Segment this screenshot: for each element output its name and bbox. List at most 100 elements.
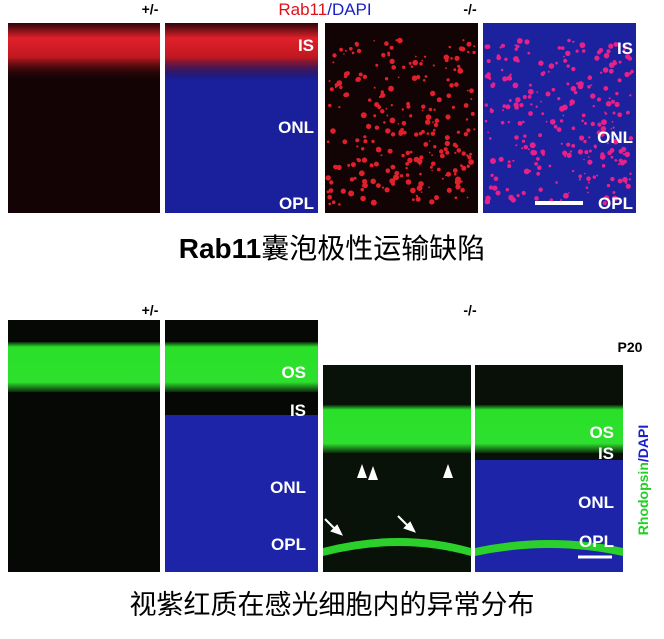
rab11-puncta [412, 59, 419, 66]
panel [8, 23, 160, 213]
rab11-puncta [389, 45, 394, 50]
rab11-puncta [523, 144, 528, 150]
rab11-puncta [385, 168, 391, 173]
rab11-puncta [349, 177, 355, 182]
rab11-puncta [369, 163, 374, 168]
rab11-puncta [597, 97, 601, 102]
rab11-puncta [361, 147, 365, 151]
rab11-puncta [626, 110, 630, 115]
rab11-puncta [409, 150, 413, 154]
rab11-puncta [462, 39, 465, 42]
rab11-puncta [332, 61, 335, 64]
rab11-puncta [602, 67, 609, 73]
rab11-puncta [385, 107, 388, 110]
rab11-puncta [351, 51, 355, 55]
rab11-puncta [408, 61, 412, 65]
rab11-puncta [373, 114, 377, 118]
layer-label: IS [290, 401, 306, 420]
rab11-puncta [454, 151, 457, 154]
rab11-puncta [460, 164, 463, 168]
rab11-puncta [565, 50, 571, 57]
rab11-puncta [421, 104, 426, 109]
rab11-puncta [570, 85, 577, 92]
rab11-puncta [431, 169, 433, 172]
rab11-puncta [328, 202, 332, 206]
rab11-puncta [416, 185, 423, 192]
rab11-puncta [602, 166, 605, 168]
rab11-puncta [473, 45, 476, 48]
rab11-puncta [384, 187, 390, 193]
rab11-puncta [612, 191, 616, 194]
genotype: +/- [142, 1, 159, 17]
layer-label: IS [598, 444, 614, 463]
rab11-puncta [538, 187, 543, 192]
rab11-puncta [527, 51, 531, 55]
rab11-puncta [502, 104, 507, 108]
rab11-puncta [612, 138, 619, 145]
rab11-puncta [370, 178, 377, 185]
rab11-puncta [601, 119, 607, 125]
rab11-puncta [463, 103, 469, 108]
rab11-puncta [593, 144, 597, 148]
rab11-puncta [339, 47, 343, 52]
rab11-puncta [444, 140, 450, 147]
rab11-puncta [328, 188, 334, 194]
rab11-puncta [443, 147, 448, 152]
rab11-puncta [594, 55, 600, 61]
rab11-puncta [461, 151, 466, 156]
rab11-puncta [342, 139, 348, 145]
rab11-puncta [557, 97, 561, 101]
rab11-puncta [608, 68, 614, 74]
rab11-puncta [486, 72, 491, 77]
rab11-puncta [514, 47, 518, 51]
rab11-puncta [410, 65, 414, 68]
rab11-puncta [499, 46, 502, 49]
rab11-puncta [608, 43, 614, 49]
rab11-puncta [373, 161, 379, 167]
rab11-puncta [598, 130, 605, 137]
rab11-puncta [622, 153, 626, 156]
rab11-puncta [581, 49, 586, 53]
rab11-puncta [521, 190, 526, 196]
rab11-puncta [398, 131, 404, 137]
rab11-puncta [608, 97, 611, 100]
rab11-puncta [584, 150, 589, 155]
rab11-puncta [385, 128, 391, 134]
rab11-puncta [579, 135, 585, 141]
rab11-puncta [490, 173, 494, 177]
rab11-puncta [450, 57, 453, 60]
rab11-puncta [446, 187, 452, 193]
rab11-puncta [611, 120, 614, 123]
rab11-puncta [336, 80, 343, 87]
rab11-puncta [390, 104, 393, 107]
rab11-puncta [559, 199, 563, 202]
rab11-puncta [424, 75, 428, 78]
rab11-puncta [465, 118, 469, 121]
rab11-puncta [430, 90, 436, 97]
rab11-puncta [444, 135, 450, 141]
layer-label: ONL [597, 128, 633, 147]
rab11-puncta [517, 41, 520, 44]
rab11-puncta [563, 58, 568, 63]
rab11-puncta [586, 191, 589, 194]
rab11-puncta [535, 105, 538, 108]
rab11-puncta [456, 148, 462, 153]
rab11-puncta [360, 112, 367, 119]
stain-marker: Rab11 [278, 0, 327, 19]
rab11-puncta [624, 151, 631, 158]
caption: 视紫红质在感光细胞内的异常分布 [130, 590, 535, 620]
rab11-puncta [380, 92, 386, 98]
rab11-puncta [530, 149, 537, 156]
rab11-puncta [419, 172, 422, 176]
rab11-puncta [611, 99, 615, 104]
rab11-puncta [457, 68, 462, 72]
rab11-puncta [484, 119, 488, 123]
rab11-puncta [500, 120, 505, 125]
rab11-puncta [603, 52, 610, 59]
rab11-puncta [333, 165, 336, 169]
rab11-puncta [347, 163, 351, 167]
rab11-puncta [384, 41, 389, 46]
rab11-puncta [376, 183, 381, 189]
rab11-puncta [486, 59, 491, 64]
rab11-puncta [444, 174, 447, 177]
